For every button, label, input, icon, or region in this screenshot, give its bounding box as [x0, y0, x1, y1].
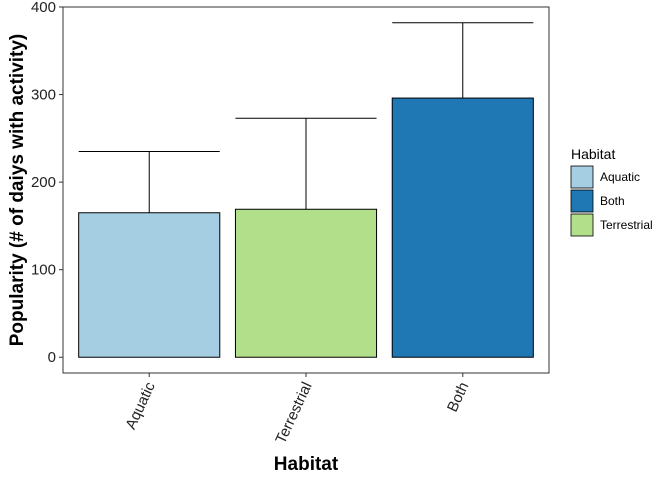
error-bars-group — [78, 22, 534, 213]
y-tick-label-400: 400 — [31, 0, 56, 16]
legend-key-terrestrial — [570, 213, 594, 237]
x-tick-label-aquatic: Aquatic — [122, 379, 159, 432]
y-tick-label-100: 100 — [31, 262, 56, 279]
y-tick-label-200: 200 — [31, 174, 56, 191]
legend-key-both — [570, 189, 594, 213]
legend-label-terrestrial: Terrestrial — [600, 218, 653, 232]
legend-title: Habitat — [571, 146, 615, 162]
x-tick-label-terrestrial: Terrestrial — [272, 380, 315, 447]
x-axis: Aquatic Terrestrial Both — [122, 373, 472, 446]
legend-label-both: Both — [600, 194, 625, 208]
bar-both — [391, 97, 534, 358]
y-tick-label-300: 300 — [31, 87, 56, 104]
x-tick-label-both: Both — [444, 380, 472, 415]
bar-aquatic — [78, 212, 221, 358]
bar-terrestrial — [234, 208, 378, 358]
x-axis-title: Habitat — [274, 454, 339, 475]
y-axis: 0 100 200 300 400 — [31, 0, 63, 366]
legend: Habitat Aquatic Both Terrestrial — [570, 146, 653, 237]
y-tick-label-0: 0 — [48, 349, 56, 366]
y-axis-title: Popularity (# of daiys with activity) — [7, 34, 28, 347]
legend-key-aquatic — [570, 165, 594, 189]
legend-label-aquatic: Aquatic — [600, 170, 640, 184]
